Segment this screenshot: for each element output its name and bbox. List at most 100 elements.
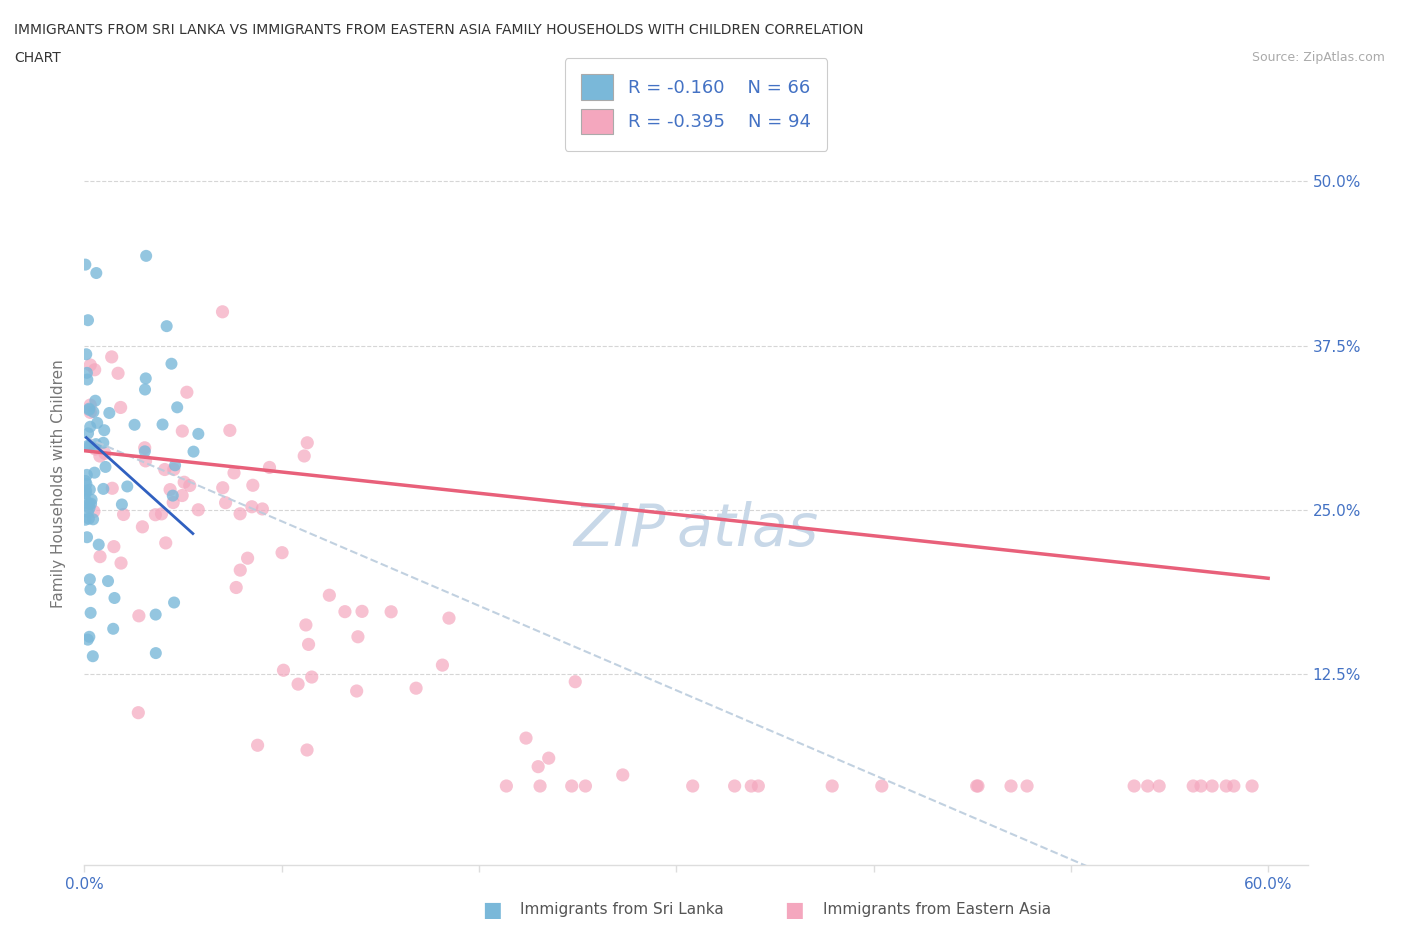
Point [405, 681, 427, 696]
Text: ■: ■ [785, 899, 804, 920]
Text: ■: ■ [482, 899, 502, 920]
Point [77, 401, 100, 416]
Point [297, 435, 319, 450]
Point [82, 649, 104, 664]
Point [225, 580, 247, 595]
Point [79, 500, 101, 515]
Point [211, 480, 233, 495]
Point [163, 595, 186, 610]
Point [527, 759, 550, 774]
Point [75, 473, 97, 488]
Point [301, 670, 323, 684]
Point [350, 604, 373, 618]
Point [111, 497, 134, 512]
Point [134, 382, 156, 397]
Point [172, 488, 194, 503]
Point [218, 423, 240, 438]
Point [77, 403, 100, 418]
Point [870, 778, 893, 793]
Point [1189, 778, 1212, 793]
Point [83, 465, 105, 480]
Point [131, 519, 153, 534]
Point [76, 372, 98, 387]
Point [79, 405, 101, 419]
Point [79, 630, 101, 644]
Point [79, 605, 101, 620]
Point [740, 778, 762, 793]
Point [75, 258, 97, 272]
Point [380, 604, 402, 619]
Point [529, 778, 551, 793]
Point [89, 550, 111, 565]
Point [259, 460, 281, 475]
Point [110, 400, 132, 415]
Point [110, 555, 132, 570]
Point [176, 385, 198, 400]
Point [135, 371, 157, 386]
Point [222, 465, 245, 480]
Point [297, 637, 319, 652]
Text: IMMIGRANTS FROM SRI LANKA VS IMMIGRANTS FROM EASTERN ASIA FAMILY HOUSEHOLDS WITH: IMMIGRANTS FROM SRI LANKA VS IMMIGRANTS … [14, 23, 863, 37]
Point [561, 778, 583, 793]
Point [80, 497, 103, 512]
Point [76, 365, 98, 380]
Point [93, 423, 115, 438]
Point [295, 618, 318, 632]
Point [101, 481, 124, 496]
Text: Source: ZipAtlas.com: Source: ZipAtlas.com [1251, 51, 1385, 64]
Point [100, 350, 122, 365]
Point [94, 459, 117, 474]
Point [165, 458, 187, 472]
Point [515, 731, 537, 746]
Point [103, 539, 125, 554]
Point [1147, 778, 1170, 793]
Point [214, 496, 236, 511]
Point [79, 357, 101, 372]
Point [77, 438, 100, 453]
Point [77, 497, 100, 512]
Point [145, 645, 167, 660]
Point [145, 607, 167, 622]
Point [75, 476, 97, 491]
Point [145, 507, 167, 522]
Point [287, 677, 309, 692]
Point [128, 608, 150, 623]
Point [89, 448, 111, 463]
Point [229, 506, 252, 521]
Point [156, 319, 179, 334]
Point [94, 446, 117, 461]
Point [75, 492, 97, 507]
Point [333, 604, 356, 619]
Point [134, 441, 156, 456]
Point [162, 495, 184, 510]
Point [162, 488, 184, 503]
Point [107, 365, 129, 380]
Text: CHART: CHART [14, 51, 60, 65]
Point [318, 588, 340, 603]
Point [1123, 778, 1146, 793]
Point [347, 630, 370, 644]
Point [346, 684, 368, 698]
Point [966, 778, 988, 793]
Point [86, 416, 108, 431]
Point [432, 658, 454, 672]
Point [150, 507, 173, 522]
Point [723, 778, 745, 793]
Point [682, 778, 704, 793]
Point [246, 737, 269, 752]
Y-axis label: Family Households with Children: Family Households with Children [51, 359, 66, 608]
Point [79, 439, 101, 454]
Point [75, 347, 97, 362]
Point [211, 304, 233, 319]
Point [574, 778, 596, 793]
Point [112, 507, 135, 522]
Point [77, 504, 100, 519]
Point [79, 572, 101, 587]
Point [91, 482, 114, 497]
Point [1241, 778, 1264, 793]
Point [79, 482, 101, 497]
Point [97, 574, 120, 589]
Point [87, 538, 110, 552]
Point [252, 501, 274, 516]
Point [75, 485, 97, 500]
